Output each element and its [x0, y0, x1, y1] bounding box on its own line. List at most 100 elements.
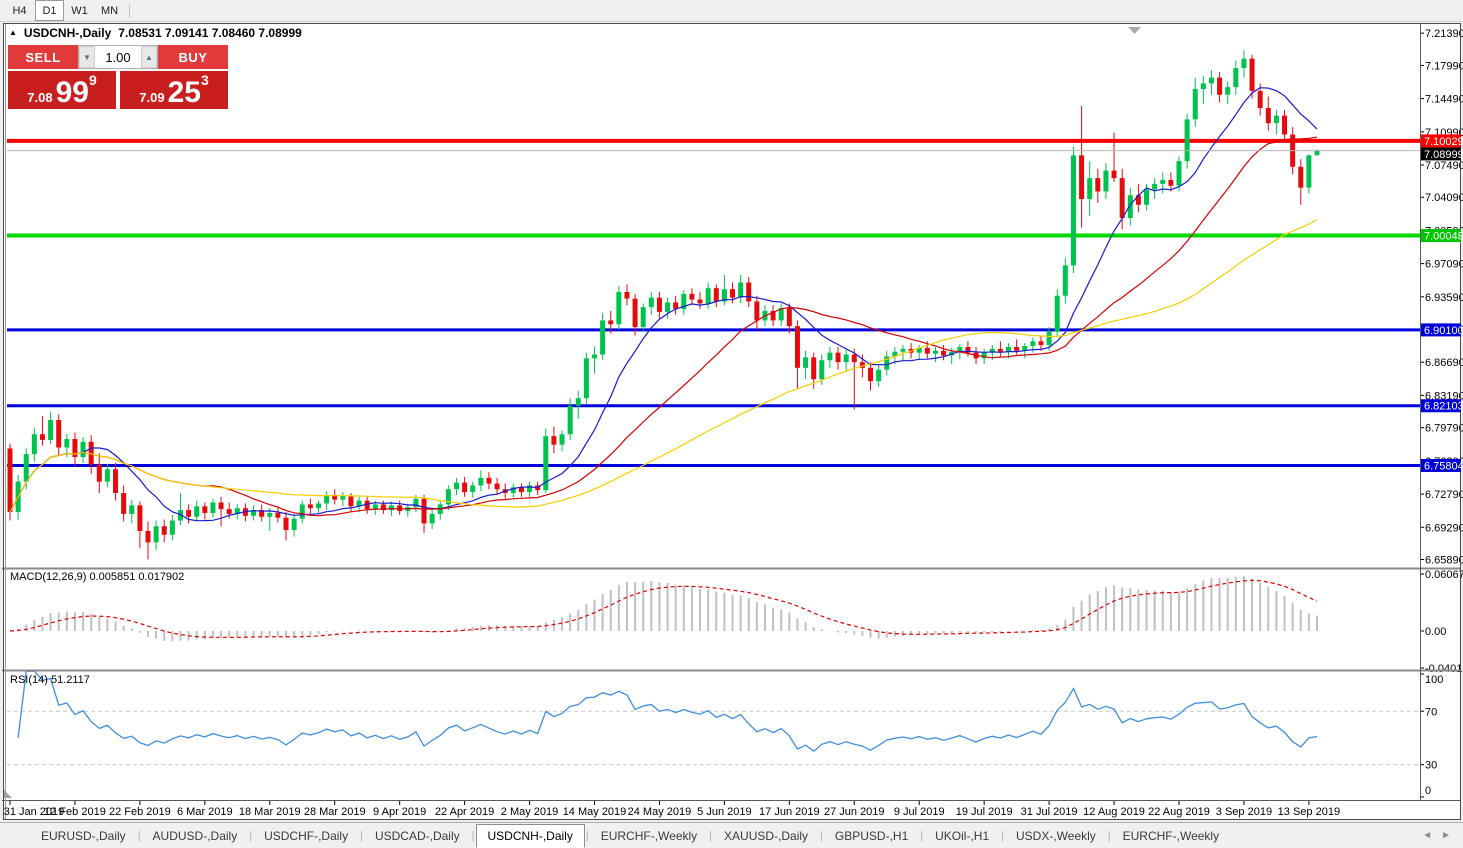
tab-separator: |: [709, 829, 713, 842]
svg-text:19 Jul 2019: 19 Jul 2019: [956, 806, 1013, 818]
tab-separator: |: [920, 829, 924, 842]
buy-price-pip: 3: [200, 72, 209, 88]
tab-separator: |: [471, 829, 475, 842]
one-click-trading-panel: SELL ▼ 1.00 ▲ BUY 7.08 99 9 7.09 25 3: [8, 45, 228, 109]
sell-price-big: 99: [55, 76, 89, 109]
chart-tab-ukoil-h1[interactable]: UKOil-,H1: [935, 828, 990, 843]
svg-text:5 Jun 2019: 5 Jun 2019: [697, 806, 751, 818]
svg-text:6.65890: 6.65890: [1425, 555, 1463, 567]
price-badges: 7.10029 7.00048 6.90100 6.82103 6.75804 7.089…: [1421, 134, 1463, 472]
chart-tabs: EURUSD-,Daily | AUDUSD-,Daily | USDCHF-,Dail…: [30, 823, 1230, 848]
timeframe-button-d1[interactable]: D1: [35, 0, 64, 21]
chart-tab-eurchf-weekly[interactable]: EURCHF-,Weekly: [1122, 828, 1220, 843]
svg-text:28 Mar 2019: 28 Mar 2019: [304, 806, 366, 818]
svg-text:2 May 2019: 2 May 2019: [501, 806, 558, 818]
price-chart-canvas[interactable]: 7.213907.179907.144907.109907.074907.040…: [0, 22, 1463, 822]
svg-text:13 Sep 2019: 13 Sep 2019: [1278, 806, 1340, 818]
macd-pane: 0.060674 0.00 -0.040152: [9, 569, 1463, 675]
svg-text:6.79790: 6.79790: [1425, 423, 1463, 435]
rsi-indicator-label: RSI(14) 51.2117: [10, 674, 90, 686]
svg-text:14 May 2019: 14 May 2019: [563, 806, 627, 818]
svg-text:7.07490: 7.07490: [1425, 160, 1463, 172]
svg-text:6.69290: 6.69290: [1425, 522, 1463, 534]
buy-price-prefix: 7.09: [139, 90, 165, 105]
sell-price-display[interactable]: 7.08 99 9: [8, 71, 116, 109]
svg-text:24 May 2019: 24 May 2019: [628, 806, 692, 818]
svg-text:30: 30: [1425, 760, 1437, 772]
rsi-line: [17, 670, 1318, 753]
svg-text:7.17990: 7.17990: [1425, 60, 1463, 72]
chart-tab-gbpusd-h1[interactable]: GBPUSD-,H1: [834, 828, 909, 843]
tab-separator: |: [360, 829, 363, 842]
chart-tab-usdcnh-daily[interactable]: USDCNH-,Daily: [475, 823, 585, 848]
macd-indicator-label: MACD(12,26,9) 0.005851 0.017902: [10, 571, 185, 583]
svg-text:31 Jan 2019: 31 Jan 2019: [4, 806, 65, 818]
volume-decrease-icon[interactable]: ▼: [79, 46, 95, 68]
chart-tab-eurchf-weekly[interactable]: EURCHF-,Weekly: [600, 828, 698, 843]
svg-text:0.00: 0.00: [1425, 626, 1446, 638]
svg-text:100: 100: [1425, 674, 1443, 686]
chart-tab-audusd-daily[interactable]: AUDUSD-,Daily: [152, 828, 238, 843]
svg-text:31 Jul 2019: 31 Jul 2019: [1021, 806, 1078, 818]
chart-shift-marker-icon[interactable]: [1128, 27, 1141, 34]
svg-text:9 Jul 2019: 9 Jul 2019: [894, 806, 945, 818]
svg-text:6.90100: 6.90100: [1424, 325, 1463, 337]
chart-tab-usdchf-daily[interactable]: USDCHF-,Daily: [264, 828, 349, 843]
svg-text:7.14490: 7.14490: [1425, 94, 1463, 106]
svg-text:7.04090: 7.04090: [1425, 192, 1463, 204]
buy-button[interactable]: BUY: [158, 45, 228, 69]
svg-text:7.21390: 7.21390: [1425, 28, 1463, 40]
svg-text:17 Jun 2019: 17 Jun 2019: [759, 806, 820, 818]
chart-tab-usdx-weekly[interactable]: USDX-,Weekly: [1015, 828, 1096, 843]
svg-text:6.72790: 6.72790: [1425, 489, 1463, 501]
timeframe-button-w1[interactable]: W1: [71, 4, 88, 17]
moving-average-10: [9, 87, 1318, 522]
chart-tab-xauusd-daily[interactable]: XAUUSD-,Daily: [724, 828, 809, 843]
svg-text:22 Feb 2019: 22 Feb 2019: [109, 806, 171, 818]
svg-text:7.10029: 7.10029: [1424, 136, 1463, 148]
volume-stepper: ▼ 1.00 ▲: [78, 45, 158, 69]
svg-text:6.86690: 6.86690: [1425, 357, 1463, 369]
svg-text:6.93590: 6.93590: [1425, 292, 1463, 304]
volume-input[interactable]: 1.00: [105, 49, 131, 65]
timeframe-button-mn[interactable]: MN: [100, 4, 119, 17]
ohlc-readout: 7.08531 7.09141 7.08460 7.08999: [118, 26, 302, 40]
tab-separator: |: [1107, 829, 1111, 842]
svg-text:3 Sep 2019: 3 Sep 2019: [1216, 806, 1272, 818]
tab-separator: |: [585, 829, 589, 842]
chart-tab-bar: EURUSD-,Daily | AUDUSD-,Daily | USDCHF-,Dail…: [0, 822, 1463, 848]
moving-average-50: [9, 219, 1318, 513]
horizontal-level-lines[interactable]: [7, 138, 1420, 467]
svg-text:70: 70: [1425, 706, 1437, 718]
svg-text:22 Aug 2019: 22 Aug 2019: [1148, 806, 1210, 818]
svg-text:7.08999: 7.08999: [1424, 149, 1463, 161]
svg-text:18 Mar 2019: 18 Mar 2019: [239, 806, 301, 818]
volume-increase-icon[interactable]: ▲: [141, 46, 157, 68]
buy-price-display[interactable]: 7.09 25 3: [120, 71, 228, 109]
svg-text:6.82103: 6.82103: [1424, 401, 1463, 413]
tab-scroll-left-icon[interactable]: ◄: [1422, 830, 1433, 841]
sell-button[interactable]: SELL: [8, 45, 78, 69]
tab-separator: |: [1001, 829, 1004, 842]
toolbar-divider: [129, 3, 130, 18]
svg-text:12 Feb 2019: 12 Feb 2019: [44, 806, 106, 818]
svg-text:6 Mar 2019: 6 Mar 2019: [177, 806, 233, 818]
svg-text:27 Jun 2019: 27 Jun 2019: [824, 806, 885, 818]
timeframe-button-h4[interactable]: H4: [12, 4, 27, 17]
svg-text:12 Aug 2019: 12 Aug 2019: [1083, 806, 1145, 818]
sell-price-prefix: 7.08: [27, 90, 53, 105]
chart-tab-usdcad-daily[interactable]: USDCAD-,Daily: [374, 828, 460, 843]
collapse-panel-arrow-icon[interactable]: ▲: [9, 27, 17, 37]
chart-title: ▲ USDCNH-,Daily 7.08531 7.09141 7.08460 …: [9, 26, 302, 40]
tab-separator: |: [820, 829, 823, 842]
svg-text:7.00048: 7.00048: [1424, 231, 1463, 243]
tab-scroll-right-icon[interactable]: ►: [1441, 830, 1451, 841]
chart-tab-eurusd-daily[interactable]: EURUSD-,Daily: [41, 828, 126, 843]
chart-window-frame: [3, 23, 1461, 820]
buy-price-big: 25: [167, 76, 201, 109]
pane-resize-grip-icon[interactable]: [4, 790, 12, 798]
svg-text:6.97090: 6.97090: [1425, 259, 1463, 271]
svg-text:0.060674: 0.060674: [1425, 569, 1463, 581]
